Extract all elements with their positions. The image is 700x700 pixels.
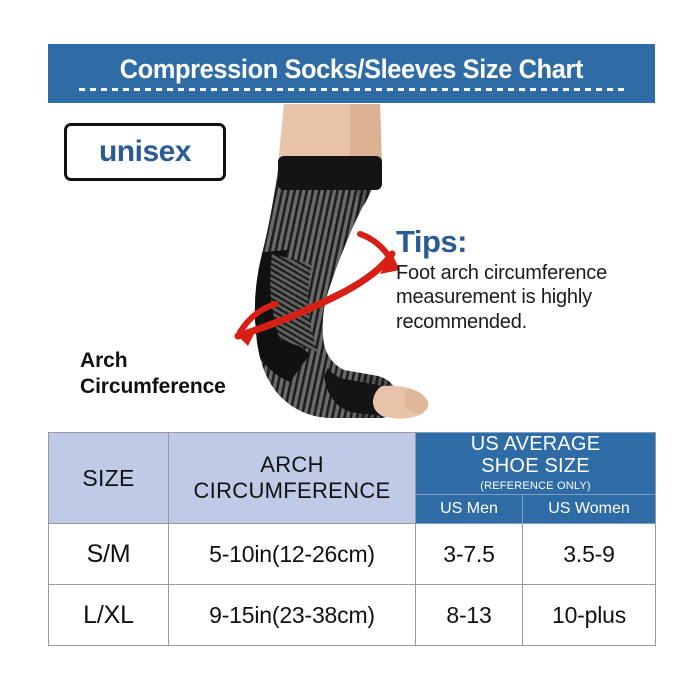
page-title: Compression Socks/Sleeves Size Chart xyxy=(119,54,584,84)
tips-body: Foot arch circumference measurement is h… xyxy=(396,261,608,334)
compression-sleeve-illustration xyxy=(232,104,432,434)
arch-callout-line2: Circumference xyxy=(80,375,226,399)
table-row: S/M 5-10in(12-26cm) 3-7.5 3.5-9 xyxy=(48,523,657,586)
cell-us-men: 3-7.5 xyxy=(415,523,523,586)
header-arch-line1: ARCH xyxy=(260,452,324,478)
arch-circumference-callout: Arch Circumference xyxy=(80,348,226,401)
arch-measure-arrow-icon xyxy=(234,250,396,340)
tips-heading: Tips: xyxy=(396,224,468,259)
cell-size: S/M xyxy=(48,523,169,586)
unisex-badge-label: unisex xyxy=(98,135,192,168)
unisex-badge: unisex xyxy=(64,123,226,181)
arch-measure-arrow-tails-icon xyxy=(237,231,393,335)
title-banner: Compression Socks/Sleeves Size Chart xyxy=(48,44,655,103)
header-shoe-line1: US AVERAGE xyxy=(470,433,601,455)
cell-size: L/XL xyxy=(48,584,169,647)
cell-us-women: 10-plus xyxy=(521,584,657,647)
toes-skin xyxy=(372,385,429,419)
cell-us-men: 8-13 xyxy=(415,584,523,647)
header-shoe-note: (REFERENCE ONLY) xyxy=(480,479,591,492)
product-photo xyxy=(232,104,432,434)
header-us-shoe-size: US AVERAGE SHOE SIZE (REFERENCE ONLY) xyxy=(414,431,657,496)
header-us-women: US Women xyxy=(521,494,657,525)
cell-us-women: 3.5-9 xyxy=(521,523,657,586)
table-header-row-sub: US Men US Women xyxy=(49,494,657,525)
header-shoe-line2: SHOE SIZE xyxy=(481,455,590,478)
cell-arch: 9-15in(23-38cm) xyxy=(168,584,416,647)
cell-arch: 5-10in(12-26cm) xyxy=(168,523,416,586)
header-arch: ARCH CIRCUMFERENCE xyxy=(168,431,416,525)
table-row: L/XL 9-15in(23-38cm) 8-13 10-plus xyxy=(48,584,657,647)
header-arch-line2: CIRCUMFERENCE xyxy=(193,478,391,504)
table-header-row-top: SIZE ARCH CIRCUMFERENCE US AVERAGE SHOE … xyxy=(48,431,657,525)
arch-measure-arrow-heads-icon xyxy=(238,254,400,346)
size-chart-table: SIZE ARCH CIRCUMFERENCE US AVERAGE SHOE … xyxy=(48,431,657,647)
tips-block: Tips: Foot arch circumference measuremen… xyxy=(396,224,646,335)
header-size: SIZE xyxy=(48,431,169,525)
header-us-men: US Men xyxy=(415,494,523,525)
title-dotted-rule xyxy=(79,88,624,91)
arch-callout-line1: Arch xyxy=(80,349,128,372)
